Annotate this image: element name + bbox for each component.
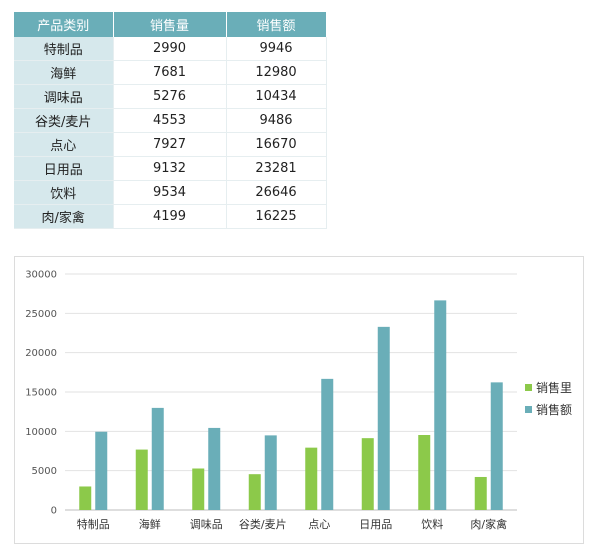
bar-volume bbox=[79, 486, 92, 510]
cell-amount: 9486 bbox=[226, 108, 327, 133]
table-row: 谷类/麦片 4553 9486 bbox=[14, 108, 327, 133]
table-row: 饮料 9534 26646 bbox=[14, 180, 327, 205]
bar-chart: 0 5000 10000 15000 20000 25000 30000 特制品 海鲜 调味品 谷类… bbox=[25, 270, 572, 532]
table-row: 特制品 2990 9946 bbox=[14, 37, 327, 61]
chart-panel: 0 5000 10000 15000 20000 25000 30000 特制品 海鲜 调味品 谷类… bbox=[14, 256, 584, 544]
table-row: 调味品 5276 10434 bbox=[14, 84, 327, 109]
x-tick-label: 肉/家禽 bbox=[470, 517, 507, 531]
bar-amount bbox=[151, 407, 164, 510]
y-tick-label: 5000 bbox=[32, 466, 57, 477]
bar-amount bbox=[95, 431, 108, 510]
bar-volume bbox=[418, 434, 431, 510]
table-row: 肉/家禽 4199 16225 bbox=[14, 204, 327, 229]
bar-amount bbox=[377, 326, 390, 510]
x-tick-label: 调味品 bbox=[190, 518, 223, 531]
cell-amount: 12980 bbox=[226, 60, 327, 85]
cell-amount: 16670 bbox=[226, 132, 327, 157]
bar-volume bbox=[192, 468, 205, 510]
y-tick-label: 15000 bbox=[25, 388, 57, 399]
cell-amount: 10434 bbox=[226, 84, 327, 109]
header-volume: 销售量 bbox=[113, 12, 227, 37]
bar-volume bbox=[248, 474, 261, 510]
x-tick-label: 谷类/麦片 bbox=[239, 517, 287, 531]
bar-amount bbox=[490, 382, 503, 510]
legend-label: 销售里 bbox=[536, 380, 572, 395]
legend-label: 销售额 bbox=[536, 402, 572, 417]
cell-amount: 9946 bbox=[226, 37, 327, 61]
bar-volume bbox=[474, 476, 487, 510]
cell-amount: 23281 bbox=[226, 156, 327, 181]
sales-data-table: 产品类别 销售量 销售额 特制品 2990 9946 海鲜 7681 12980… bbox=[14, 12, 327, 229]
cell-volume: 7681 bbox=[113, 60, 227, 85]
cell-category: 点心 bbox=[14, 132, 114, 157]
bar-amount bbox=[321, 378, 334, 510]
legend-swatch bbox=[525, 384, 532, 391]
bar-amount bbox=[208, 427, 221, 510]
cell-volume: 9132 bbox=[113, 156, 227, 181]
y-tick-label: 10000 bbox=[25, 427, 57, 438]
cell-category: 饮料 bbox=[14, 180, 114, 205]
bar-volume bbox=[361, 438, 374, 510]
cell-amount: 16225 bbox=[226, 204, 327, 229]
bar-amount bbox=[434, 300, 447, 510]
cell-category: 特制品 bbox=[14, 37, 114, 61]
cell-category: 肉/家禽 bbox=[14, 204, 114, 229]
y-tick-label: 30000 bbox=[25, 270, 57, 281]
cell-amount: 26646 bbox=[226, 180, 327, 205]
cell-volume: 9534 bbox=[113, 180, 227, 205]
bar-amount bbox=[264, 435, 277, 510]
legend-swatch bbox=[525, 406, 532, 413]
table-row: 海鲜 7681 12980 bbox=[14, 60, 327, 85]
cell-volume: 4199 bbox=[113, 204, 227, 229]
header-amount: 销售额 bbox=[226, 12, 327, 37]
cell-category: 谷类/麦片 bbox=[14, 108, 114, 133]
cell-volume: 5276 bbox=[113, 84, 227, 109]
y-tick-label: 20000 bbox=[25, 348, 57, 359]
x-tick-label: 海鲜 bbox=[139, 517, 161, 531]
x-tick-label: 饮料 bbox=[421, 517, 443, 531]
header-category: 产品类别 bbox=[14, 12, 114, 37]
cell-volume: 2990 bbox=[113, 37, 227, 61]
x-tick-label: 日用品 bbox=[359, 518, 392, 531]
table-header-row: 产品类别 销售量 销售额 bbox=[14, 12, 327, 37]
bar-volume bbox=[305, 447, 318, 510]
table-row: 日用品 9132 23281 bbox=[14, 156, 327, 181]
x-tick-label: 特制品 bbox=[77, 517, 110, 531]
cell-category: 日用品 bbox=[14, 156, 114, 181]
bar-volume bbox=[135, 449, 148, 510]
cell-category: 海鲜 bbox=[14, 60, 114, 85]
y-tick-label: 25000 bbox=[25, 309, 57, 320]
y-tick-label: 0 bbox=[51, 506, 57, 517]
cell-volume: 4553 bbox=[113, 108, 227, 133]
table-row: 点心 7927 16670 bbox=[14, 132, 327, 157]
cell-volume: 7927 bbox=[113, 132, 227, 157]
cell-category: 调味品 bbox=[14, 84, 114, 109]
x-tick-label: 点心 bbox=[308, 518, 330, 531]
